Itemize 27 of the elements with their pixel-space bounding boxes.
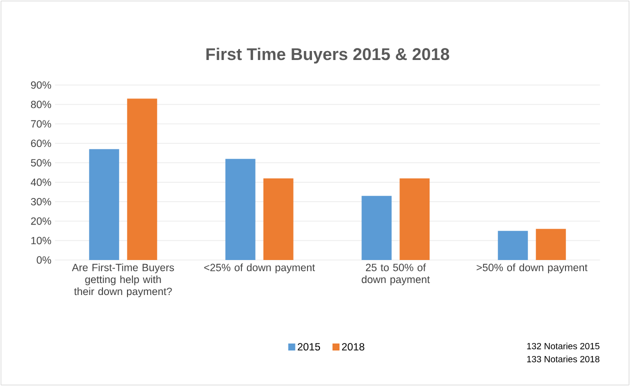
text: 133 Notaries 2018 — [527, 356, 600, 362]
y-tick-label: 0% — [36, 256, 52, 264]
legend-label: 2018 — [342, 343, 364, 351]
y-tick-label: 30% — [30, 198, 52, 206]
text: 132 Notaries 2015 — [527, 342, 600, 350]
x-tick-label: Are First-Time Buyers getting help with their down payment? — [72, 264, 174, 298]
bar — [400, 178, 430, 260]
x-tick-label: <25% of down payment — [204, 264, 315, 274]
y-tick-label: 70% — [31, 120, 52, 128]
y-tick-label: 60% — [31, 140, 52, 148]
y-tick-label: 80% — [30, 100, 52, 108]
bar — [263, 178, 294, 260]
bar — [536, 228, 566, 260]
y-tick-label: 50% — [30, 159, 52, 166]
y-tick-label: 90% — [31, 81, 52, 89]
x-tick-label: >50% of down payment — [476, 264, 588, 274]
bar — [89, 149, 120, 260]
legend-label: 2015 — [298, 343, 320, 351]
y-tick-label: 10% — [31, 236, 52, 244]
bar — [225, 158, 256, 260]
bar — [127, 98, 158, 260]
y-tick-label: 40% — [30, 178, 52, 186]
bar — [362, 196, 392, 260]
chart-title: First Time Buyers 2015 & 2018 — [206, 48, 450, 64]
y-tick-label: 20% — [31, 217, 52, 225]
bar — [498, 230, 528, 260]
x-tick-label: 25 to 50% of down payment — [362, 264, 430, 286]
